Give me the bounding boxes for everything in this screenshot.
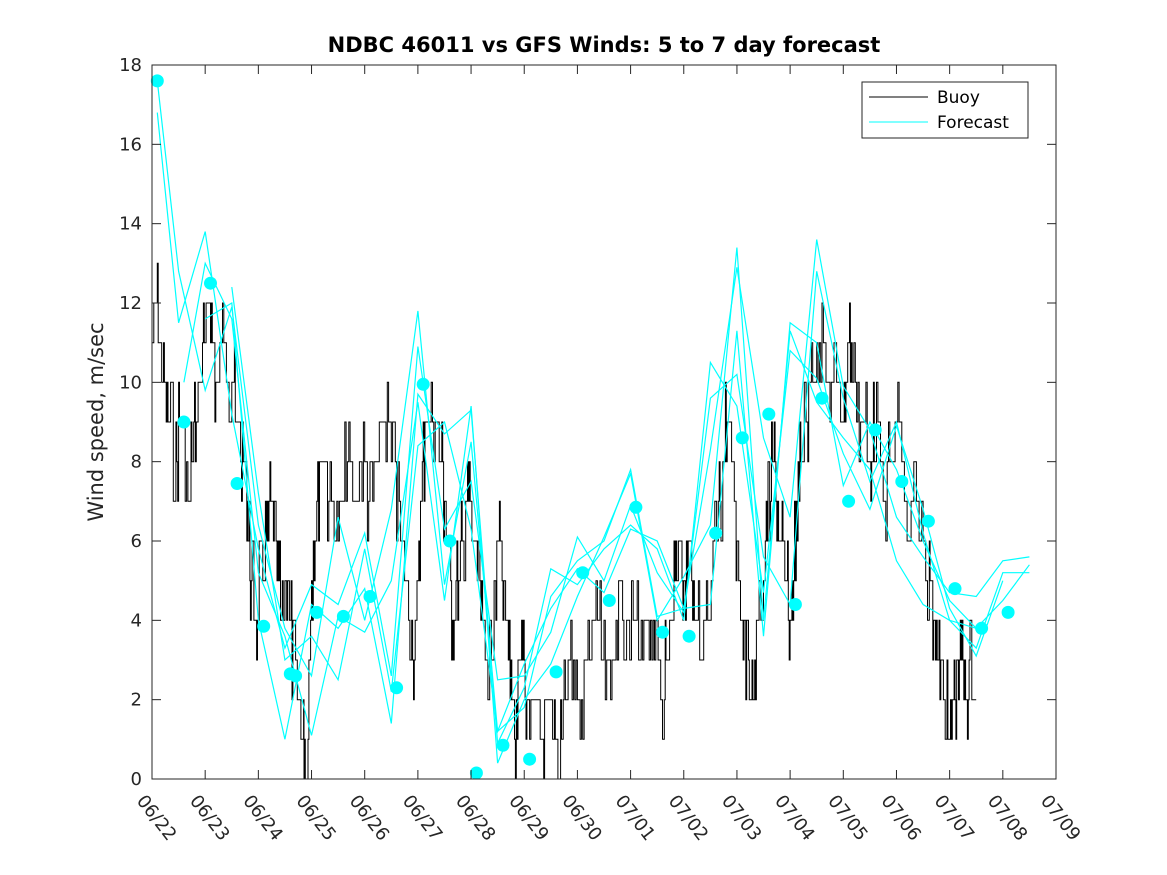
forecast-marker-7 (289, 669, 303, 683)
legend-label-buoy: Buoy (937, 88, 980, 108)
forecast-marker-25 (762, 407, 776, 421)
y-tick-label: 6 (131, 531, 142, 552)
y-tick-label: 12 (119, 293, 142, 314)
y-tick-label: 4 (131, 610, 142, 631)
forecast-line-4 (204, 301, 1004, 746)
forecast-marker-31 (921, 514, 935, 528)
y-tick-label: 16 (119, 134, 142, 155)
forecast-marker-21 (656, 625, 669, 639)
forecast-marker-4 (230, 477, 244, 490)
forecast-marker-2 (177, 415, 191, 429)
forecast-line-3 (183, 247, 1030, 764)
y-tick-labels: 0 2 4 6 8 10 12 14 16 18 (119, 55, 142, 790)
legend: Buoy Forecast (861, 81, 1029, 139)
forecast-marker-33 (975, 621, 989, 635)
plot-frame (151, 64, 1057, 780)
legend-label-forecast: Forecast (937, 113, 1009, 133)
axis-ticks (151, 64, 1057, 780)
forecast-marker-17 (549, 665, 563, 679)
forecast-marker-29 (868, 423, 882, 437)
forecast-marker-11 (390, 681, 404, 695)
forecast-marker-5 (257, 619, 271, 633)
y-tick-label: 8 (131, 452, 142, 473)
forecast-marker-15 (496, 738, 510, 752)
forecast-marker-23 (709, 526, 723, 540)
forecast-marker-layer (150, 74, 1015, 780)
forecast-marker-1 (150, 74, 164, 88)
forecast-series-layer (156, 80, 1030, 764)
y-tick-label: 14 (119, 214, 142, 235)
y-tick-label: 18 (119, 55, 142, 76)
forecast-marker-9 (336, 609, 350, 623)
forecast-marker-3 (204, 276, 217, 290)
forecast-marker-14 (469, 766, 483, 780)
forecast-marker-28 (842, 494, 856, 508)
forecast-marker-18 (576, 566, 590, 580)
chart-title: NDBC 46011 vs GFS Winds: 5 to 7 day fore… (328, 33, 881, 57)
forecast-marker-13 (443, 534, 457, 548)
forecast-line-1 (156, 80, 1030, 733)
forecast-marker-19 (602, 594, 616, 607)
forecast-line-5 (231, 287, 977, 734)
forecast-marker-8 (310, 605, 324, 619)
forecast-marker-10 (363, 590, 377, 603)
forecast-marker-16 (523, 752, 537, 766)
forecast-marker-26 (788, 598, 802, 611)
forecast-marker-34 (1001, 605, 1015, 619)
forecast-marker-20 (629, 500, 643, 514)
forecast-marker-27 (815, 391, 829, 405)
y-axis-title: Wind speed, m/sec (84, 322, 108, 521)
forecast-marker-22 (682, 629, 696, 643)
forecast-marker-32 (948, 582, 962, 596)
forecast-marker-12 (416, 377, 430, 391)
legend-box (861, 81, 1029, 139)
y-tick-label: 10 (119, 372, 142, 393)
forecast-marker-24 (735, 431, 749, 445)
y-tick-label: 2 (131, 690, 142, 711)
forecast-marker-30 (895, 475, 909, 488)
y-tick-label: 0 (131, 769, 142, 790)
forecast-line-2 (156, 112, 1030, 681)
